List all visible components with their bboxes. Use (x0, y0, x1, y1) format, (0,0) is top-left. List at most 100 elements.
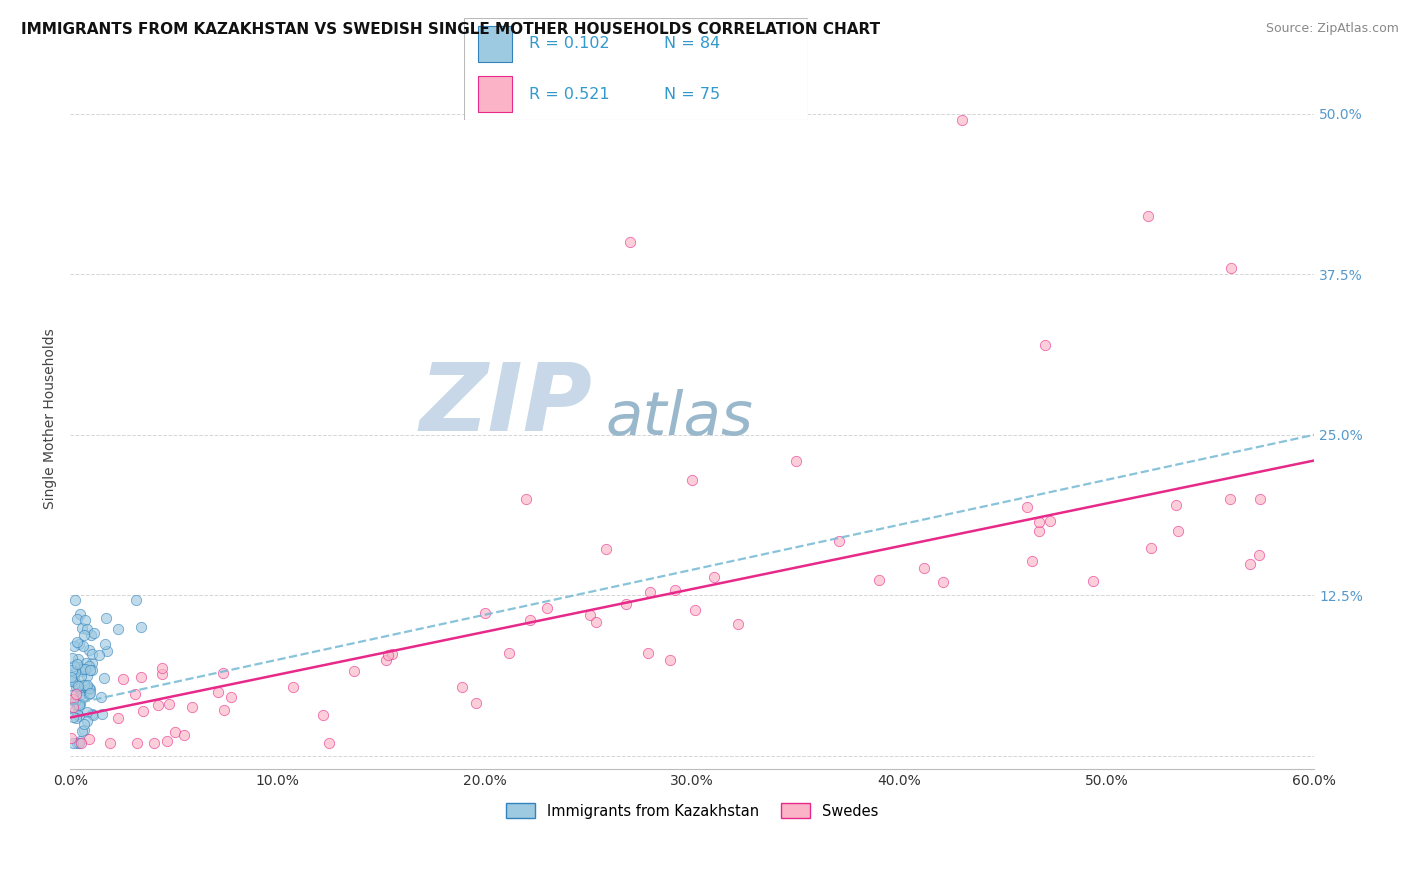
Point (76, 714, 98, 729)
Point (62, 710, 84, 724)
Point (65, 687, 87, 701)
Point (63, 694, 86, 708)
Point (112, 672, 135, 686)
Text: R = 0.521: R = 0.521 (530, 87, 610, 102)
Point (1249, 491, 1271, 506)
Point (150, 661, 173, 675)
Bar (478, 26, 512, 62)
Point (1219, 491, 1241, 506)
Point (637, 646, 659, 660)
Point (60, 688, 83, 702)
Point (129, 670, 152, 684)
Point (67, 679, 90, 693)
Point (66, 736, 89, 750)
Point (80, 663, 103, 677)
Point (75, 682, 97, 697)
Point (80, 706, 103, 721)
Point (73, 613, 96, 627)
Point (785, 453, 807, 467)
Point (664, 583, 686, 598)
Point (828, 534, 851, 549)
Point (683, 603, 706, 617)
Point (70, 736, 93, 750)
Point (156, 734, 179, 748)
Point (90, 690, 112, 704)
Point (73, 678, 96, 692)
Point (950, 112, 973, 127)
Point (83, 625, 105, 640)
Point (69, 698, 91, 712)
Point (681, 473, 703, 487)
Point (124, 687, 146, 701)
Point (619, 235, 641, 249)
Point (536, 601, 558, 615)
Point (73, 717, 96, 731)
Point (1139, 541, 1161, 555)
Point (868, 573, 890, 587)
Point (60, 673, 83, 687)
Point (62, 639, 84, 653)
Point (79, 681, 101, 696)
Point (66, 657, 89, 672)
Point (62, 692, 84, 706)
Point (311, 707, 333, 722)
Point (1220, 260, 1243, 275)
Point (66, 706, 89, 721)
Point (1083, 574, 1105, 589)
Point (65, 676, 87, 690)
Point (173, 727, 195, 741)
Point (131, 704, 153, 718)
Point (318, 736, 340, 750)
Point (125, 736, 148, 750)
Point (72, 690, 94, 704)
Point (1249, 549, 1271, 563)
Point (703, 570, 725, 584)
Point (82, 708, 104, 723)
Point (474, 606, 496, 620)
Point (70, 662, 93, 676)
Point (67, 696, 90, 710)
Point (80, 627, 103, 641)
Point (66, 698, 89, 713)
Point (616, 597, 638, 611)
Point (70, 664, 93, 678)
Point (69, 688, 91, 702)
Point (515, 491, 537, 506)
Point (207, 685, 229, 699)
Bar (478, 77, 512, 112)
Point (98, 736, 121, 750)
Point (60, 663, 83, 677)
Text: R = 0.102: R = 0.102 (530, 37, 610, 52)
Point (72, 682, 94, 697)
Point (67, 698, 90, 713)
Point (89, 648, 111, 662)
Point (77, 681, 100, 695)
Point (60, 672, 83, 686)
Point (1028, 524, 1050, 539)
Point (585, 615, 607, 629)
Point (96, 644, 118, 658)
Point (69, 607, 91, 621)
Point (77, 658, 100, 673)
Point (90, 706, 112, 721)
Point (1167, 524, 1189, 538)
Point (146, 698, 169, 712)
Text: ZIP: ZIP (420, 359, 593, 450)
Point (94, 637, 117, 651)
Point (129, 619, 152, 633)
Point (1239, 558, 1261, 572)
Point (76, 669, 98, 683)
Point (79, 643, 101, 657)
Point (375, 653, 398, 667)
Text: IMMIGRANTS FROM KAZAKHSTAN VS SWEDISH SINGLE MOTHER HOUSEHOLDS CORRELATION CHART: IMMIGRANTS FROM KAZAKHSTAN VS SWEDISH SI… (21, 22, 880, 37)
Point (80, 647, 103, 661)
Point (70, 669, 93, 683)
Point (727, 616, 749, 631)
Point (69, 733, 91, 747)
Point (281, 680, 304, 694)
Point (70, 724, 93, 739)
Point (125, 592, 148, 607)
Point (143, 736, 166, 750)
Point (77, 687, 100, 701)
Point (66, 612, 89, 626)
